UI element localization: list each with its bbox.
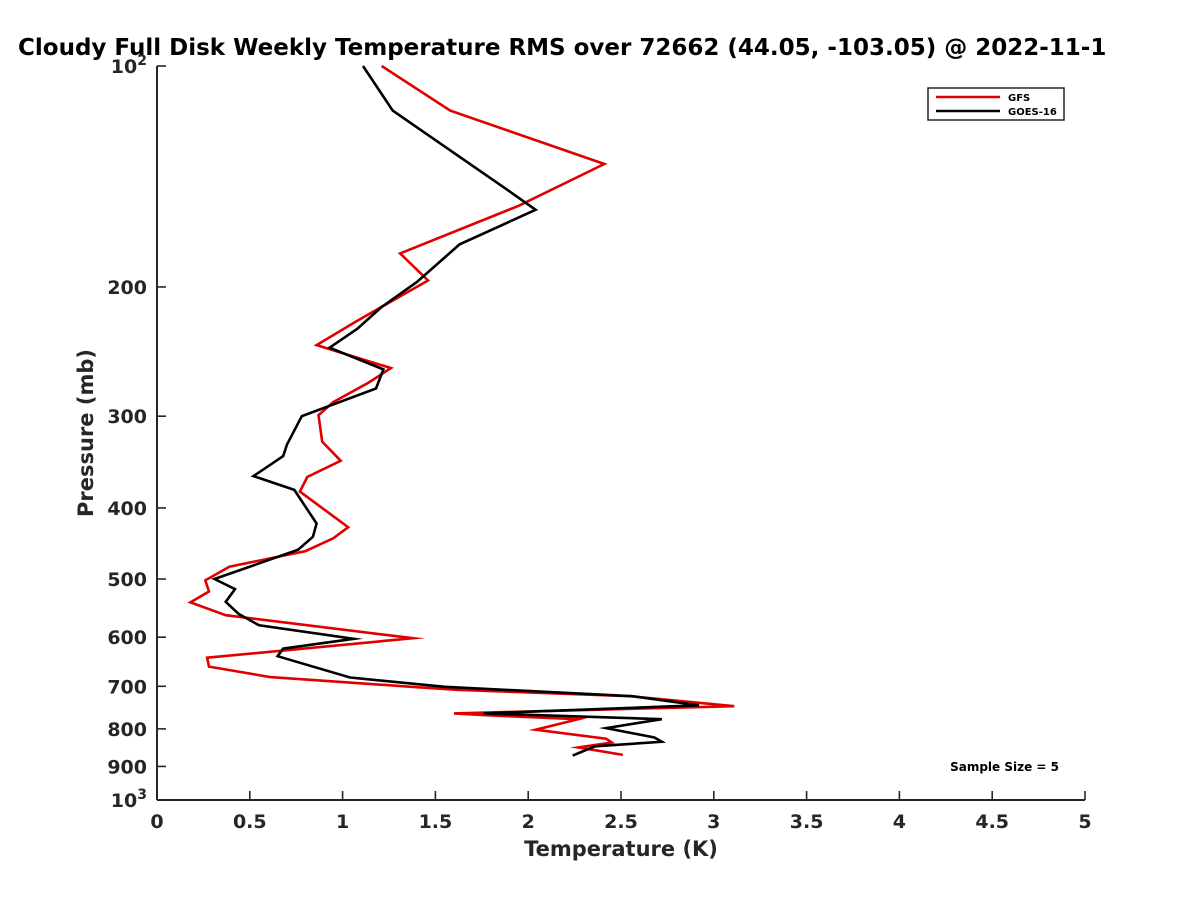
x-tick-label: 5 [1078,811,1091,833]
x-tick-label: 2 [522,811,535,833]
legend-box [927,87,1065,121]
x-tick-label: 0 [150,811,163,833]
x-tick-label: 1 [336,811,349,833]
sample-size-annotation: Sample Size = 5 [950,760,1059,774]
y-tick-label: 103 [111,787,147,812]
y-tick-label: 700 [107,676,147,698]
chart-title: Cloudy Full Disk Weekly Temperature RMS … [18,35,1106,61]
series-layer [187,64,735,757]
x-tick-label: 2.5 [604,811,638,833]
x-tick-label: 4 [893,811,906,833]
y-tick-label: 600 [107,627,147,649]
x-tick-label: 0.5 [233,811,267,833]
y-tick-label: 500 [107,569,147,591]
x-tick-label: 3 [707,811,720,833]
y-tick-label: 300 [107,406,147,428]
x-tick-label: 4.5 [975,811,1009,833]
legend-items: GFS GOES-16 [936,93,1057,118]
series-line-goes-16 [211,65,700,757]
y-tick-label: 400 [107,498,147,520]
y-axis-ticks: 102 200 300 400 500 600 700 800 900 103 [107,53,166,812]
legend: GFS GOES-16 [927,87,1065,121]
legend-label: GFS [1008,93,1030,104]
y-tick-label: 200 [107,277,147,299]
x-axis-ticks: 0 0.5 1 1.5 2 2.5 3 3.5 4 4.5 5 [150,791,1092,833]
x-tick-label: 1.5 [419,811,453,833]
y-tick-label: 800 [107,719,147,741]
x-axis-label: Temperature (K) [524,837,718,861]
y-tick-label: 102 [111,53,147,78]
legend-label: GOES-16 [1008,107,1057,118]
y-axis-label: Pressure (mb) [74,349,98,517]
series-line-gfs [187,64,735,757]
y-tick-label: 900 [107,756,147,778]
x-tick-label: 3.5 [790,811,824,833]
